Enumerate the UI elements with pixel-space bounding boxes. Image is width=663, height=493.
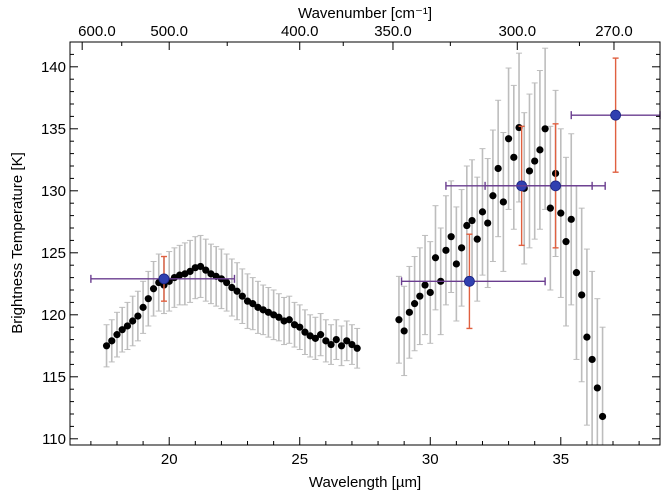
- data-point: [296, 323, 304, 331]
- data-point: [186, 267, 194, 275]
- y-tick-label: 120: [41, 307, 66, 324]
- data-point: [557, 209, 565, 217]
- data-point: [134, 312, 142, 320]
- data-point: [405, 308, 413, 316]
- x2-tick-label: 350.0: [374, 23, 412, 40]
- data-point: [113, 331, 121, 339]
- data-point: [337, 342, 346, 350]
- x2-axis-title: Wavenumber [cm⁻¹]: [298, 5, 432, 22]
- data-point: [484, 219, 492, 227]
- data-point: [149, 285, 158, 293]
- data-point: [317, 331, 325, 339]
- plot-frame: [69, 41, 661, 446]
- x-tick-label: 35: [552, 451, 569, 468]
- data-point: [572, 269, 581, 277]
- data-point: [464, 275, 475, 287]
- data-point: [442, 246, 450, 254]
- data-point: [468, 216, 476, 225]
- data-point: [541, 125, 549, 133]
- data-point: [202, 266, 210, 274]
- data-point: [416, 292, 424, 300]
- data-point: [332, 336, 340, 344]
- data-point: [593, 384, 601, 392]
- data-point: [322, 337, 330, 345]
- data-point: [588, 355, 596, 364]
- data-point: [598, 412, 607, 421]
- data-point: [536, 146, 544, 154]
- data-point: [123, 322, 132, 330]
- x-axis-title: Wavelength [µm]: [309, 474, 421, 491]
- y-tick-label: 110: [42, 431, 66, 448]
- data-point: [499, 198, 507, 206]
- data-point: [395, 316, 403, 324]
- data-point: [311, 334, 319, 342]
- error-bar-layer: [103, 47, 606, 446]
- data-point: [463, 221, 471, 230]
- data-point: [489, 192, 497, 200]
- y-tick-label: 135: [41, 121, 66, 138]
- data-point: [452, 260, 460, 268]
- data-point: [457, 244, 466, 252]
- data-point: [562, 238, 570, 246]
- x2-tick-label: 400.0: [281, 23, 319, 40]
- x-tick-label: 25: [291, 451, 308, 468]
- data-point: [228, 283, 236, 292]
- x2-tick-label: 270.0: [595, 23, 633, 40]
- y-tick-label: 115: [42, 369, 66, 386]
- data-point: [158, 273, 170, 285]
- data-point: [504, 135, 513, 143]
- data-point: [426, 288, 434, 297]
- data-point: [531, 157, 539, 165]
- data-point: [411, 300, 419, 308]
- data-point: [546, 204, 554, 212]
- x2-tick-label: 600.0: [78, 23, 116, 40]
- data-point: [144, 295, 152, 303]
- data-point: [431, 254, 440, 262]
- data-point: [348, 340, 356, 349]
- data-point: [238, 292, 246, 300]
- data-point: [494, 164, 502, 173]
- data-point: [610, 109, 622, 121]
- x2-tick-label: 500.0: [150, 23, 188, 40]
- data-point: [400, 327, 408, 335]
- data-point: [473, 235, 481, 243]
- data-point: [102, 342, 111, 350]
- data-point: [525, 167, 534, 175]
- data-point: [327, 340, 335, 349]
- data-point: [249, 300, 257, 308]
- data-point: [343, 337, 351, 345]
- data-point: [223, 278, 231, 287]
- data-point: [478, 208, 487, 216]
- x-tick-label: 30: [422, 451, 439, 468]
- data-point: [578, 291, 586, 299]
- data-point: [421, 281, 429, 289]
- data-point: [108, 337, 116, 345]
- data-point: [550, 180, 561, 192]
- y-tick-label: 130: [41, 183, 66, 200]
- data-point: [118, 326, 126, 334]
- data-point: [233, 287, 241, 295]
- y-tick-label: 140: [41, 59, 66, 76]
- y-axis-title: Brightness Temperature [K]: [9, 152, 26, 333]
- data-point: [447, 233, 455, 241]
- y-tick-label: 125: [41, 245, 66, 262]
- data-point: [196, 262, 205, 271]
- axis-layer: 20 25 30 35 110 115 120 125 130 135 140 600.0 500.0 4…: [41, 23, 660, 468]
- data-point: [139, 303, 147, 311]
- data-point: [510, 153, 518, 161]
- data-point: [353, 344, 361, 352]
- data-point: [567, 215, 575, 223]
- data-point-layer: [90, 57, 661, 421]
- x-tick-label: 20: [161, 451, 178, 468]
- x2-tick-label: 300.0: [499, 23, 537, 40]
- data-point: [301, 328, 309, 336]
- data-point: [129, 317, 137, 325]
- data-point: [583, 333, 591, 341]
- data-point: [275, 313, 283, 321]
- data-point: [285, 316, 293, 324]
